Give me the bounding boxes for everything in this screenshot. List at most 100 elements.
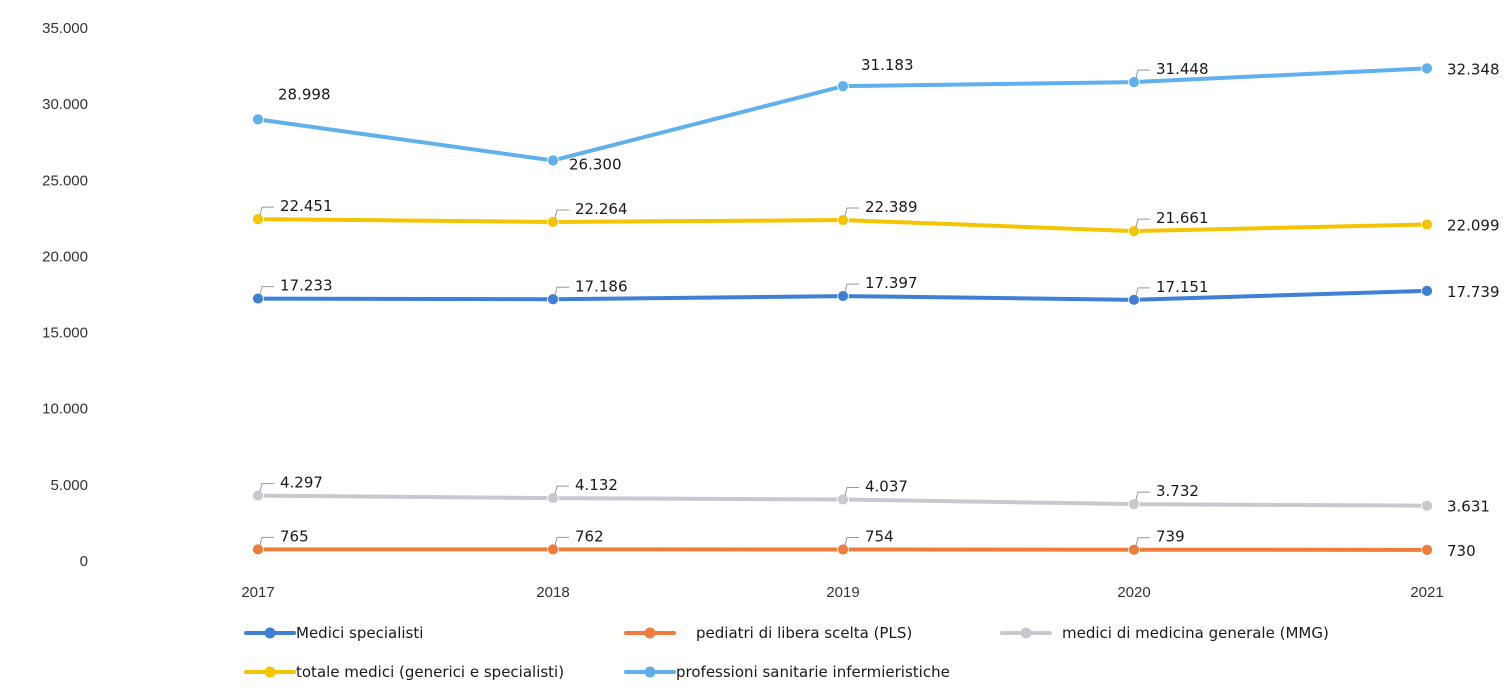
data-label: 31.183 xyxy=(861,56,914,74)
legend-swatch-marker xyxy=(644,627,656,639)
y-axis: 0 5.000 10.000 15.000 20.000 25.000 30.000 35.0… xyxy=(42,20,88,570)
label-leader xyxy=(554,536,569,546)
data-point xyxy=(547,154,559,167)
series-4 xyxy=(252,62,1433,167)
data-point xyxy=(252,213,264,226)
legend-item: totale medici (generici e specialisti) xyxy=(244,663,564,681)
legend-swatch-marker xyxy=(264,627,276,639)
series-layer xyxy=(252,62,1433,556)
data-point xyxy=(547,293,559,306)
data-label: 4.297 xyxy=(280,474,323,492)
data-point xyxy=(1128,225,1140,238)
series-3 xyxy=(252,213,1433,238)
legend-label: pediatri di libera scelta (PLS) xyxy=(696,624,912,642)
data-point xyxy=(1128,498,1140,511)
legend-swatch-marker xyxy=(644,666,656,678)
data-point xyxy=(1421,218,1433,231)
label-leader xyxy=(554,286,569,296)
x-tick-label: 2019 xyxy=(826,584,859,601)
label-leader xyxy=(1135,491,1150,501)
data-point xyxy=(547,492,559,504)
y-tick-label: 10.000 xyxy=(42,401,88,418)
label-leader xyxy=(259,483,274,492)
data-label: 765 xyxy=(280,527,309,545)
label-leader xyxy=(259,206,274,216)
data-label: 17.186 xyxy=(575,277,628,295)
data-label: 28.998 xyxy=(278,85,331,103)
x-tick-label: 2018 xyxy=(536,584,569,601)
data-point xyxy=(1421,499,1433,512)
data-labels: 765 762 754 739 730 4.297 4.132 4.037 3.732 3.631… xyxy=(259,56,1500,560)
data-point xyxy=(547,216,559,228)
x-tick-label: 2020 xyxy=(1117,584,1150,601)
label-leader xyxy=(1135,537,1150,546)
x-axis: 2017 2018 2019 2020 2021 xyxy=(241,584,1443,601)
data-label: 3.732 xyxy=(1156,482,1199,500)
data-point xyxy=(837,214,849,226)
label-leader xyxy=(844,537,859,546)
data-point xyxy=(547,543,559,556)
legend-swatch-marker xyxy=(264,666,276,678)
data-point xyxy=(252,292,264,305)
data-label: 762 xyxy=(575,527,604,545)
legend-label: professioni sanitarie infermieristiche xyxy=(676,663,950,681)
data-label: 4.132 xyxy=(575,476,618,494)
label-leader xyxy=(1135,69,1150,79)
data-label: 17.151 xyxy=(1156,278,1209,296)
data-label: 22.099 xyxy=(1447,216,1500,234)
series-0 xyxy=(252,284,1433,306)
data-label: 26.300 xyxy=(569,155,622,173)
y-tick-label: 0 xyxy=(80,553,88,570)
legend-label: medici di medicina generale (MMG) xyxy=(1062,624,1329,642)
x-tick-label: 2017 xyxy=(241,584,274,601)
legend-item: pediatri di libera scelta (PLS) xyxy=(624,624,912,642)
y-tick-label: 20.000 xyxy=(42,248,88,265)
label-leader xyxy=(844,283,859,293)
legend-item: medici di medicina generale (MMG) xyxy=(1000,624,1329,642)
legend: Medici specialisti pediatri di libera sce… xyxy=(244,624,1329,681)
data-point xyxy=(1421,543,1433,556)
data-point xyxy=(837,543,849,556)
label-leader xyxy=(844,207,859,217)
legend-swatch-marker xyxy=(1020,627,1032,639)
x-tick-label: 2021 xyxy=(1410,584,1443,601)
data-label: 31.448 xyxy=(1156,60,1209,78)
series-2 xyxy=(252,489,1433,512)
data-point xyxy=(1128,543,1140,556)
label-leader xyxy=(554,209,569,219)
data-point xyxy=(252,489,264,502)
legend-item: Medici specialisti xyxy=(244,624,423,642)
y-tick-label: 30.000 xyxy=(42,96,88,113)
y-tick-label: 25.000 xyxy=(42,172,88,189)
label-leader xyxy=(554,485,569,495)
data-point xyxy=(1421,62,1433,75)
data-label: 21.661 xyxy=(1156,209,1209,227)
data-label: 22.389 xyxy=(865,198,918,216)
data-label: 4.037 xyxy=(865,478,908,496)
data-label: 17.397 xyxy=(865,274,918,292)
data-label: 17.739 xyxy=(1447,283,1500,301)
data-point xyxy=(1128,76,1140,88)
data-label: 22.264 xyxy=(575,200,628,218)
label-leader xyxy=(1135,287,1150,296)
data-label: 754 xyxy=(865,528,894,546)
data-label: 22.451 xyxy=(280,197,333,215)
legend-label: Medici specialisti xyxy=(296,624,423,642)
data-label: 17.233 xyxy=(280,277,333,295)
series-1 xyxy=(252,543,1433,556)
data-point xyxy=(252,113,264,126)
data-label: 3.631 xyxy=(1447,498,1490,516)
data-label: 739 xyxy=(1156,528,1185,546)
data-point xyxy=(837,493,849,506)
data-point xyxy=(252,543,264,556)
data-label: 730 xyxy=(1447,542,1476,560)
data-label: 32.348 xyxy=(1447,60,1500,78)
y-tick-label: 15.000 xyxy=(42,325,88,342)
label-leader xyxy=(1135,218,1150,228)
label-leader xyxy=(259,536,274,546)
y-tick-label: 35.000 xyxy=(42,20,88,37)
data-point xyxy=(837,290,849,302)
label-leader xyxy=(844,487,859,496)
data-point xyxy=(837,80,849,93)
